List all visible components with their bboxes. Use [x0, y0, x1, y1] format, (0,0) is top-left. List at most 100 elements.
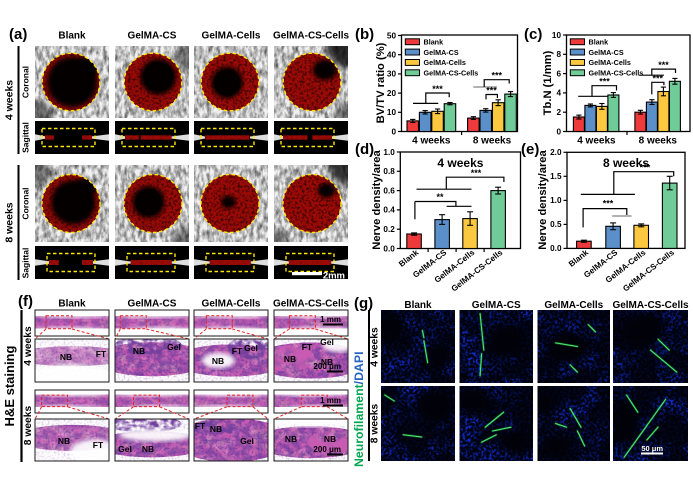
svg-text:4: 4 — [556, 89, 561, 98]
svg-text:(c): (c) — [524, 26, 542, 43]
svg-text:***: *** — [491, 71, 502, 81]
svg-text:8: 8 — [556, 50, 561, 59]
svg-text:50 μm: 50 μm — [641, 444, 663, 453]
svg-text:GelMA-Cells: GelMA-Cells — [424, 58, 466, 67]
svg-text:NB: NB — [212, 356, 224, 366]
svg-text:GelMA-Cells: GelMA-Cells — [544, 300, 603, 311]
svg-text:4 weeks: 4 weeks — [577, 136, 616, 147]
svg-text:8 weeks: 8 weeks — [473, 136, 512, 147]
svg-text:10: 10 — [387, 108, 397, 117]
svg-text:40: 40 — [387, 51, 397, 60]
svg-text:Gel: Gel — [320, 337, 334, 347]
svg-text:4 weeks: 4 weeks — [437, 156, 483, 170]
svg-text:0: 0 — [391, 127, 396, 136]
svg-text:200 μm: 200 μm — [313, 362, 341, 371]
svg-text:0.6: 0.6 — [383, 186, 395, 195]
svg-text:Nerve density/area: Nerve density/area — [537, 149, 549, 249]
svg-text:***: *** — [653, 73, 664, 83]
svg-text:BV/TV ratio (%): BV/TV ratio (%) — [375, 42, 387, 123]
svg-text:(f): (f) — [18, 293, 33, 310]
svg-text:***: *** — [658, 60, 669, 70]
svg-text:2mm: 2mm — [323, 271, 345, 282]
svg-text:(d): (d) — [355, 141, 374, 158]
svg-text:2: 2 — [556, 108, 561, 117]
svg-text:Sagittal: Sagittal — [21, 122, 31, 153]
svg-text:Gel: Gel — [167, 342, 181, 352]
svg-text:(g): (g) — [354, 295, 373, 312]
svg-text:0.2: 0.2 — [383, 225, 395, 234]
svg-text:30: 30 — [387, 70, 397, 79]
svg-text:0.0: 0.0 — [550, 244, 562, 253]
svg-text:200 μm: 200 μm — [313, 445, 341, 454]
svg-text:GelMA-CS: GelMA-CS — [128, 31, 177, 42]
svg-text:NB: NB — [58, 436, 70, 446]
svg-text:GelMA-Cells: GelMA-Cells — [589, 58, 631, 67]
svg-text:GelMA-CS-Cells: GelMA-CS-Cells — [612, 300, 689, 311]
svg-text:4 weeks: 4 weeks — [412, 136, 451, 147]
svg-text:NB: NB — [142, 444, 154, 454]
svg-text:Nerve density/area: Nerve density/area — [371, 149, 383, 249]
svg-text:Blank: Blank — [589, 38, 609, 47]
svg-text:0.8: 0.8 — [383, 167, 395, 176]
svg-text:GelMA-Cells: GelMA-Cells — [202, 31, 261, 42]
svg-text:GelMA-CS-Cells: GelMA-CS-Cells — [424, 69, 479, 78]
svg-text:GelMA-CS: GelMA-CS — [128, 299, 177, 310]
svg-text:4 weeks: 4 weeks — [4, 80, 16, 120]
svg-text:1 mm: 1 mm — [320, 396, 341, 405]
svg-text:20: 20 — [387, 89, 397, 98]
svg-text:GelMA-CS: GelMA-CS — [589, 48, 624, 57]
svg-text:4 weeks: 4 weeks — [23, 326, 34, 366]
svg-text:Blank: Blank — [58, 31, 86, 42]
svg-text:10: 10 — [552, 31, 562, 40]
svg-text:50: 50 — [387, 31, 397, 40]
svg-text:Blank: Blank — [404, 300, 432, 311]
svg-text:***: *** — [599, 77, 610, 87]
svg-text:GelMA-CS: GelMA-CS — [424, 48, 459, 57]
svg-text:8 weeks: 8 weeks — [639, 136, 678, 147]
svg-text:8 weeks: 8 weeks — [4, 202, 16, 242]
svg-text:NB: NB — [284, 354, 296, 364]
svg-text:(e): (e) — [521, 141, 539, 158]
svg-text:0.4: 0.4 — [383, 206, 395, 215]
svg-text:6: 6 — [556, 69, 561, 78]
svg-text:***: *** — [486, 85, 497, 95]
svg-text:(a): (a) — [9, 26, 27, 43]
svg-text:NB: NB — [60, 352, 72, 362]
svg-text:***: *** — [432, 84, 443, 94]
svg-text:GelMA-CS-Cells: GelMA-CS-Cells — [273, 299, 350, 310]
svg-text:Blank: Blank — [424, 38, 444, 47]
svg-text:Gel: Gel — [118, 444, 132, 454]
svg-text:1 mm: 1 mm — [320, 315, 341, 324]
svg-text:1.0: 1.0 — [383, 148, 395, 157]
svg-text:Sagittal: Sagittal — [21, 248, 31, 279]
svg-text:Blank: Blank — [58, 299, 86, 310]
svg-text:FT: FT — [302, 342, 313, 352]
svg-text:GelMA-Cells: GelMA-Cells — [202, 299, 261, 310]
svg-text:0.5: 0.5 — [550, 220, 562, 229]
svg-text:NB: NB — [324, 434, 336, 444]
svg-text:FT: FT — [93, 440, 104, 450]
svg-text:2.0: 2.0 — [550, 148, 562, 157]
svg-text:GelMA-CS-Cells: GelMA-CS-Cells — [589, 69, 644, 78]
svg-text:NB: NB — [133, 346, 145, 356]
svg-text:(b): (b) — [355, 26, 374, 43]
svg-text:8 weeks: 8 weeks — [370, 403, 381, 443]
svg-text:FT: FT — [232, 346, 243, 356]
svg-text:***: *** — [640, 163, 651, 173]
svg-text:GelMA-CS: GelMA-CS — [472, 300, 521, 311]
svg-text:0: 0 — [556, 127, 561, 136]
svg-text:H&E staining: H&E staining — [2, 345, 17, 426]
svg-text:Coronal: Coronal — [21, 66, 31, 98]
svg-text:0.0: 0.0 — [383, 244, 395, 253]
svg-text:8 weeks: 8 weeks — [23, 405, 34, 445]
svg-text:1.5: 1.5 — [550, 172, 562, 181]
svg-text:Gel: Gel — [240, 436, 254, 446]
svg-text:**: ** — [436, 192, 444, 202]
svg-text:FT: FT — [96, 349, 107, 359]
svg-text:NB: NB — [285, 434, 297, 444]
svg-text:NB: NB — [210, 424, 222, 434]
svg-text:Gel: Gel — [244, 343, 258, 353]
svg-text:NB: NB — [321, 357, 333, 367]
svg-text:***: *** — [471, 168, 482, 178]
svg-text:Coronal: Coronal — [21, 187, 31, 219]
